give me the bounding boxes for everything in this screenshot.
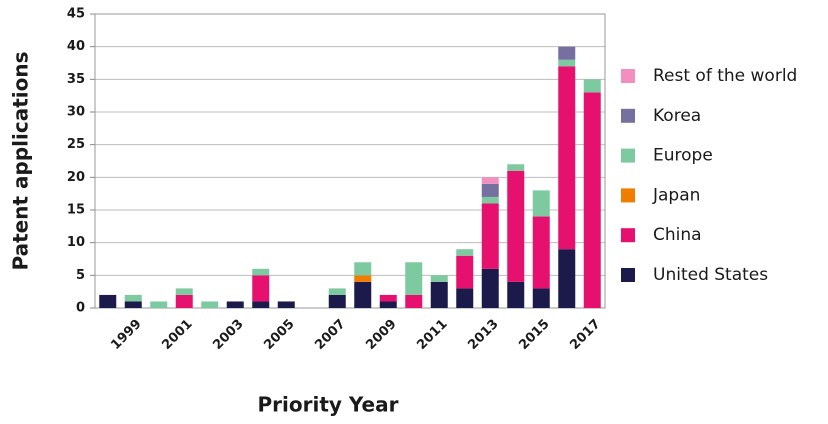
bar-segment — [150, 301, 168, 308]
x-tick-label: 2009 — [363, 317, 399, 353]
x-tick-label: 2001 — [159, 317, 195, 353]
bar-segment — [456, 255, 474, 289]
bar-segment — [430, 275, 448, 282]
x-tick-label: 2017 — [567, 317, 603, 353]
bar-segment — [175, 288, 193, 295]
x-tick-label: 2015 — [516, 317, 552, 353]
legend-swatch — [621, 69, 635, 83]
bar-segment — [558, 249, 576, 308]
legend-label: Europe — [653, 146, 713, 166]
x-tick-label: 1999 — [108, 317, 144, 353]
legend-label: United States — [653, 265, 768, 285]
bar-segment — [354, 275, 372, 282]
legend-label: Japan — [652, 185, 700, 205]
bar-segment — [507, 164, 525, 171]
bar-segment — [99, 294, 117, 308]
legend-label: Korea — [653, 106, 701, 126]
bar-segment — [405, 294, 423, 308]
y-tick-label: 15 — [67, 203, 85, 218]
bar-segment — [507, 170, 525, 282]
y-tick-label: 30 — [67, 105, 85, 120]
bar-segment — [558, 46, 576, 60]
y-tick-label: 45 — [67, 7, 85, 22]
y-tick-label: 40 — [67, 39, 85, 54]
bar-segment — [252, 275, 270, 302]
bar-segment — [379, 294, 397, 302]
bar-segment — [481, 196, 499, 204]
bar-segment — [558, 66, 576, 250]
bar-segment — [405, 262, 423, 295]
x-axis-label: Priority Year — [258, 393, 399, 417]
bar-segment — [124, 301, 142, 308]
bar-segment — [532, 190, 550, 217]
x-tick-label: 2005 — [261, 317, 297, 353]
legend-swatch — [621, 148, 635, 163]
bar-segment — [354, 262, 372, 276]
x-tick-label: 2007 — [312, 317, 348, 353]
legend-swatch — [621, 268, 635, 282]
plot-frame — [94, 13, 606, 309]
legend-label: China — [653, 225, 702, 245]
y-tick-label: 35 — [67, 72, 85, 87]
y-tick-label: 0 — [76, 301, 85, 316]
y-tick-label: 10 — [67, 235, 85, 250]
bar-segment — [328, 294, 346, 308]
bar-segment — [583, 92, 601, 309]
bar-segment — [354, 281, 372, 308]
y-tick-label: 25 — [67, 137, 85, 152]
bar-segment — [328, 288, 346, 295]
legend-swatch — [621, 188, 635, 203]
x-tick-label: 2013 — [465, 317, 501, 353]
bar-segment — [456, 249, 474, 256]
bar-segment — [558, 59, 576, 67]
bar-segment — [532, 216, 550, 289]
bar-segment — [532, 288, 550, 308]
bar-segment — [481, 203, 499, 269]
legend-label: Rest of the world — [653, 66, 797, 86]
bar-segment — [252, 268, 270, 276]
x-tick-label: 2003 — [210, 317, 246, 353]
bar-segment — [277, 301, 295, 308]
bar-segment — [481, 268, 499, 308]
y-tick-label: 20 — [67, 170, 85, 185]
bar-segment — [201, 301, 219, 308]
y-tick-label: 5 — [76, 268, 85, 283]
bar-segment — [583, 79, 601, 93]
x-tick-label: 2011 — [414, 317, 450, 353]
bar-segment — [379, 301, 397, 308]
legend-swatch — [621, 228, 635, 243]
bar-segment — [252, 301, 270, 308]
bar-segment — [481, 183, 499, 197]
bar-segment — [175, 294, 193, 308]
y-axis-label: Patent applications — [9, 52, 33, 271]
bar-segment — [226, 301, 244, 308]
bar-segment — [481, 177, 499, 184]
legend-swatch — [621, 108, 635, 123]
bar-segment — [456, 288, 474, 308]
bar-segment — [507, 281, 525, 308]
bar-segment — [430, 281, 448, 308]
bar-segment — [124, 294, 142, 302]
